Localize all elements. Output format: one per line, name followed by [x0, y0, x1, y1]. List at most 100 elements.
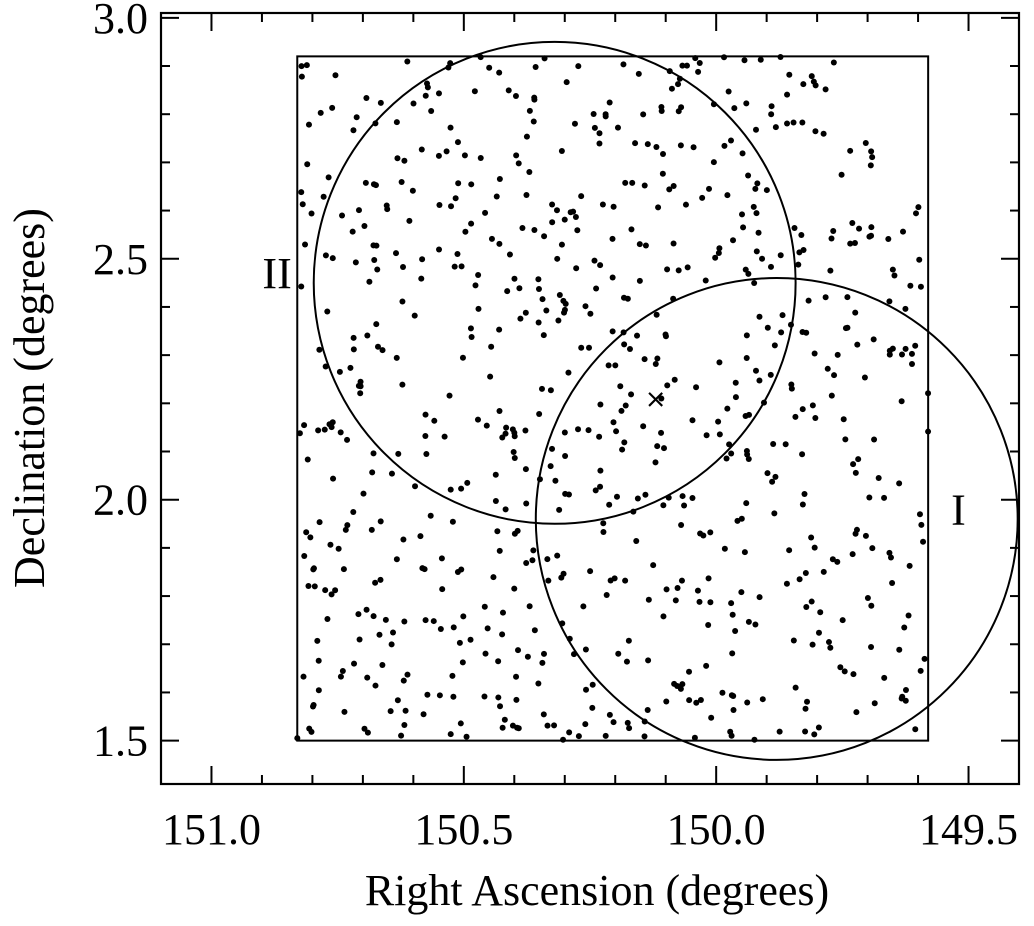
- data-point: [539, 296, 546, 303]
- data-point: [549, 445, 556, 452]
- data-point: [418, 275, 425, 282]
- data-point: [458, 566, 465, 573]
- data-point: [370, 242, 377, 249]
- data-point: [539, 659, 546, 666]
- data-point: [585, 427, 592, 434]
- data-point: [587, 310, 594, 317]
- data-point: [708, 714, 715, 721]
- data-point: [869, 154, 876, 161]
- data-point: [759, 696, 766, 703]
- data-point: [686, 697, 693, 704]
- data-point: [337, 429, 344, 436]
- data-point: [549, 219, 556, 226]
- data-point: [697, 530, 704, 537]
- data-point: [644, 706, 651, 713]
- data-point: [674, 584, 681, 591]
- data-point: [329, 255, 336, 262]
- data-point: [771, 510, 778, 517]
- data-point: [792, 413, 799, 420]
- data-point: [812, 82, 819, 89]
- data-point: [626, 725, 633, 732]
- data-point: [499, 631, 506, 638]
- data-point: [522, 309, 529, 316]
- data-point: [515, 725, 522, 732]
- field-circle-I: [534, 277, 1019, 761]
- data-point: [808, 73, 815, 80]
- data-point: [870, 336, 877, 343]
- data-point: [716, 359, 723, 366]
- data-point: [496, 326, 503, 333]
- data-point: [422, 432, 429, 439]
- data-point: [768, 111, 775, 118]
- data-point: [730, 706, 737, 713]
- data-point: [379, 347, 386, 354]
- data-point: [544, 556, 551, 563]
- data-point: [393, 556, 400, 563]
- data-point: [535, 276, 542, 283]
- data-point: [547, 463, 554, 470]
- data-point: [488, 235, 495, 242]
- data-point: [558, 241, 565, 248]
- data-point: [336, 368, 343, 375]
- x-axis-title: Right Ascension (degrees): [365, 866, 829, 915]
- data-point: [488, 343, 495, 350]
- data-point: [304, 161, 311, 168]
- data-point: [901, 624, 908, 631]
- data-point: [315, 427, 322, 434]
- data-point: [314, 637, 321, 644]
- data-point: [799, 451, 806, 458]
- x-tick-label: 150.5: [414, 805, 513, 854]
- data-point: [602, 732, 609, 739]
- y-tick-label: 2.0: [93, 476, 148, 525]
- data-point: [751, 280, 758, 287]
- data-point: [530, 118, 537, 125]
- circle-label-I: I: [951, 485, 966, 534]
- data-point: [741, 549, 748, 556]
- data-point: [694, 587, 701, 594]
- data-point: [496, 69, 503, 76]
- data-point: [531, 627, 538, 634]
- data-point: [438, 555, 445, 562]
- data-point: [650, 562, 657, 569]
- data-point: [355, 207, 362, 214]
- data-point: [304, 456, 311, 463]
- data-point: [689, 494, 696, 501]
- data-point: [634, 495, 641, 502]
- data-point: [898, 695, 905, 702]
- data-point: [436, 202, 443, 209]
- data-point: [817, 609, 824, 616]
- data-point: [916, 511, 923, 518]
- data-point: [661, 445, 668, 452]
- data-point: [715, 418, 722, 425]
- data-point: [515, 160, 522, 167]
- data-point: [544, 722, 551, 729]
- data-point: [427, 512, 434, 519]
- field-circle-II: [312, 40, 797, 525]
- data-point: [501, 716, 508, 723]
- data-point: [308, 210, 315, 217]
- data-point: [663, 698, 670, 705]
- data-point: [900, 228, 907, 235]
- data-point: [671, 376, 678, 383]
- data-point: [815, 629, 822, 636]
- data-point: [898, 398, 905, 405]
- data-point: [754, 180, 761, 187]
- data-point: [503, 424, 510, 431]
- data-point: [790, 637, 797, 644]
- data-point: [712, 254, 719, 261]
- data-point: [822, 86, 829, 93]
- center-cross-marker: ×: [645, 385, 667, 415]
- data-point: [364, 674, 371, 681]
- data-point: [613, 493, 620, 500]
- data-point: [303, 62, 310, 69]
- data-point: [906, 562, 913, 569]
- data-point: [881, 674, 888, 681]
- data-point: [820, 130, 827, 137]
- data-point: [727, 137, 734, 144]
- data-point: [815, 724, 822, 731]
- data-point: [450, 693, 457, 700]
- data-point: [496, 240, 503, 247]
- data-point: [517, 315, 524, 322]
- data-point: [574, 227, 581, 234]
- data-point: [321, 426, 328, 433]
